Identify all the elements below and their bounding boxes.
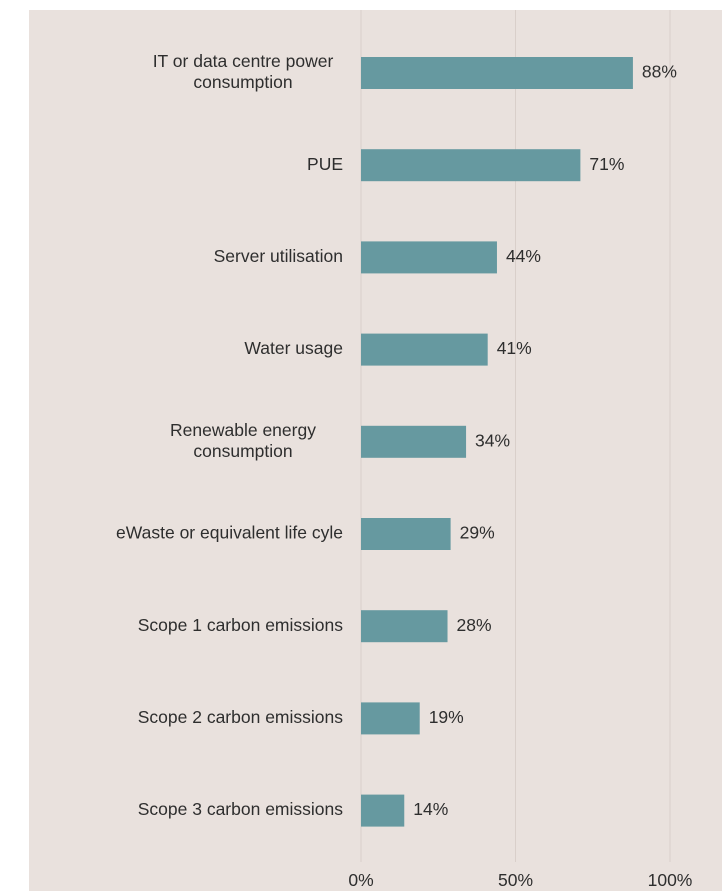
category-label-8: Scope 3 carbon emissions [138,799,343,819]
value-label-5: 29% [460,523,495,543]
category-label-2: Server utilisation [214,246,343,266]
value-label-6: 28% [457,615,492,635]
bar-1 [361,149,581,182]
x-tick-label-0: 0% [348,870,373,890]
bar-7 [361,702,420,735]
category-label-0-line-0: IT or data centre power [153,51,334,71]
bar-5 [361,518,451,550]
category-label-6: Scope 1 carbon emissions [138,615,343,635]
category-label-4-line-0: Renewable energy [170,420,316,440]
value-label-4: 34% [475,430,510,450]
value-label-8: 14% [413,799,448,819]
value-label-3: 41% [497,338,532,358]
bar-4 [361,425,467,458]
value-label-2: 44% [506,246,541,266]
category-label-3: Water usage [244,338,343,358]
x-tick-label-1: 50% [498,870,533,890]
bar-8 [361,794,405,827]
bar-2 [361,241,497,274]
bar-0 [361,57,633,89]
value-label-1: 71% [589,154,624,174]
category-label-4-line-1: consumption [193,441,292,461]
x-tick-label-2: 100% [648,870,693,890]
value-label-7: 19% [429,707,464,727]
bar-3 [361,333,488,366]
category-label-7: Scope 2 carbon emissions [138,707,343,727]
category-label-5: eWaste or equivalent life cyle [116,523,343,543]
category-label-0-line-1: consumption [193,72,292,92]
bar-6 [361,610,448,643]
category-label-1: PUE [307,154,343,174]
value-label-0: 88% [642,62,677,82]
